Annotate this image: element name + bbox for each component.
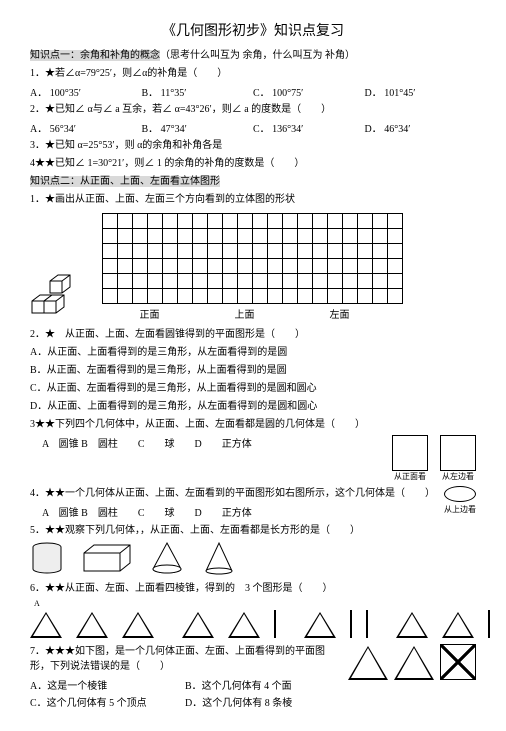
p2-opt-d: D．从正面、上面看得到的是三角形，从左面看得到的是圆和圆心 (30, 399, 476, 414)
p7-shapes (348, 644, 476, 680)
q2-opts: A． 56°34′B． 47°34′C． 136°34′D． 46°34′ (30, 120, 476, 135)
p4-ellipse: 从上边看 (444, 486, 476, 515)
q1-text: 1．★若∠α=79°25′，则∠α的补角是（ ） (30, 66, 476, 81)
q4-text: 4★★已知∠ 1=30°21′，则∠ 1 的余角的补角的度数是（ ） (30, 156, 476, 171)
p5-text: 5．★★观察下列几何体，，从正面、上面、左面看都是长方形的是（ ） (30, 523, 476, 538)
q1-opts: A． 100°35′B． 11°35′C． 100°75′D． 101°45′ (30, 84, 476, 99)
p7-text: 7．★★★如下图，是一个几何体正面、左面、上面看得到的平面图形，下列说法错误的是… (30, 644, 340, 674)
k1-think: （思考什么叫互为 余角，什么叫互为 补角） (160, 50, 355, 61)
q3-text: 3．★已知 α=25°53′，则 α的余角和补角各是 (30, 138, 476, 153)
p6-text: 6．★★从正面、左面、上面看四棱锥，得到的 3 个图形是（ ） (30, 581, 476, 596)
p4-shapes: 从正面看 从左边看 (392, 435, 476, 482)
page-title: 《几何图形初步》知识点复习 (30, 20, 476, 40)
p2-opt-b: B．从正面、左面看得到的是三角形，从上面看得到的是圆 (30, 363, 476, 378)
p7-opts: A．这是一个棱锥B．这个几何体有 4 个面 C．这个几何体有 5 个顶点D．这个… (30, 677, 340, 711)
p1-text: 1．★画出从正面、上面、左面三个方向看到的立体图的形状 (30, 192, 476, 207)
p4-opts: A 圆锥 B 圆柱 C 球 D 正方体 (30, 504, 444, 519)
p2-opt-c: C．从正面、左面看得到的是三角形，从上面看得到的是圆和圆心 (30, 381, 476, 396)
k1-label: 知识点一：余角和补角的概念 (30, 50, 160, 61)
p5-shapes (30, 541, 476, 575)
cube-stack-icon (30, 273, 82, 321)
p3-text: 3★★下列四个几何体中，从正面、上面、左面看都是圆的几何体是（ ） (30, 417, 476, 432)
grid-panel: 正面上面左面 (102, 213, 403, 321)
q2-text: 2．★已知∠ α与∠ a 互余，若∠ α=43°26′，则∠ a 的度数是（ ） (30, 102, 476, 117)
p3-opts: A 圆锥 B 圆柱 C 球 D 正方体 (30, 435, 392, 450)
p6-shapes (30, 610, 476, 638)
p2-opt-a: A．从正面、上面看得到的是三角形，从左面看得到的是圆 (30, 345, 476, 360)
k2-label: 知识点二：从正面、上面、左面看立体图形 (30, 176, 220, 187)
p4-text: 4．★★一个几何体从正面、上面、左面看到的平面图形如右图所示，这个几何体是（ ） (30, 486, 444, 501)
p2-text: 2．★ 从正面、上面、左面看圆锥得到的平面图形是（ ） (30, 327, 476, 342)
